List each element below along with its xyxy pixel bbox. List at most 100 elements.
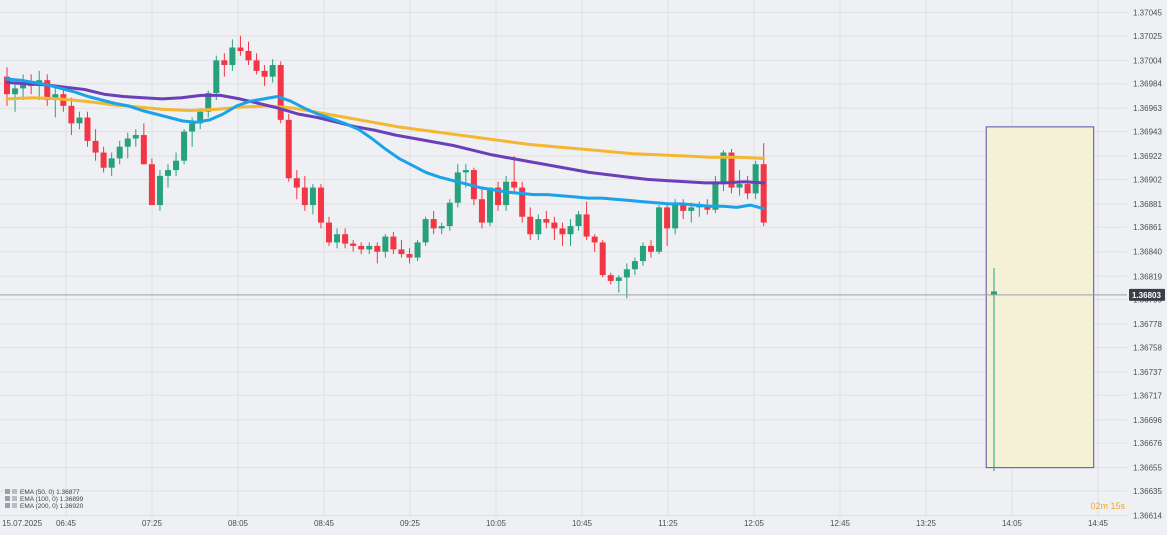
candle: [623, 263, 630, 299]
candle: [108, 152, 115, 176]
candle-body: [688, 207, 695, 211]
candle-body: [317, 187, 324, 223]
candle-body: [197, 111, 204, 124]
candle-body: [760, 164, 767, 223]
candle-body: [4, 76, 10, 95]
candle-body: [358, 245, 365, 250]
legend-item[interactable]: EMA (200, 0) 1.36920: [5, 503, 84, 510]
y-tick-label: 1.36902: [1133, 175, 1162, 184]
candle-body: [253, 60, 260, 71]
candle: [132, 129, 139, 147]
candle-body: [108, 158, 115, 168]
legend-label: EMA (50, 0) 1.36877: [20, 489, 80, 496]
candle-body: [575, 214, 582, 227]
x-axis: 15.07.2025 06:45 07:25 08:05 08:45 09:25 10:05…: [2, 519, 1109, 528]
y-tick-label: 1.36655: [1133, 464, 1162, 473]
candle-body: [261, 70, 268, 77]
candle-body: [140, 135, 147, 165]
candle-body: [664, 207, 671, 229]
candle: [374, 242, 381, 264]
candle-body: [156, 175, 163, 206]
candle: [551, 216, 558, 241]
candle: [269, 59, 276, 83]
candle-body: [92, 140, 99, 153]
candle: [446, 199, 453, 231]
candle: [148, 158, 155, 206]
candle: [559, 222, 566, 246]
y-tick-label: 1.36861: [1133, 223, 1162, 232]
candle-body: [269, 65, 276, 77]
candle-body: [680, 205, 687, 211]
candle-body: [173, 160, 180, 171]
candle-body: [366, 245, 373, 250]
candle-body: [229, 47, 236, 66]
candle-body: [720, 152, 727, 182]
x-date-label: 15.07.2025: [2, 519, 43, 528]
legend-close-icon[interactable]: [12, 489, 17, 494]
legend-close-icon[interactable]: [12, 503, 17, 508]
legend-close-icon[interactable]: [12, 496, 17, 501]
candle-body: [285, 119, 292, 179]
candle: [382, 234, 389, 258]
candle: [599, 240, 606, 278]
candle-body: [165, 170, 171, 176]
candle: [213, 55, 220, 101]
legend-item[interactable]: EMA (100, 0) 1.36899: [5, 496, 84, 503]
y-tick-label: 1.37025: [1133, 32, 1162, 41]
candle-body: [20, 82, 27, 89]
candle: [309, 184, 316, 215]
candle: [326, 216, 332, 246]
candle-body: [237, 47, 244, 52]
candle: [124, 132, 131, 159]
candle: [744, 175, 751, 200]
candle-body: [398, 249, 405, 255]
candle: [342, 228, 349, 249]
candle: [84, 111, 91, 147]
y-tick-label: 1.36963: [1133, 104, 1162, 113]
candle: [639, 242, 646, 266]
candle-body: [438, 226, 445, 229]
candle-body: [487, 187, 493, 223]
candle: [390, 231, 397, 255]
candle-body: [76, 117, 83, 124]
candle-body: [543, 219, 550, 223]
legend-toggle-icon[interactable]: [5, 496, 10, 501]
candle-body: [567, 226, 574, 235]
candle-body: [342, 234, 349, 244]
candle-body: [599, 242, 606, 276]
candle: [358, 242, 365, 255]
x-tick-label: 06:45: [56, 519, 77, 528]
candle: [76, 111, 83, 130]
candle-body: [205, 93, 212, 112]
candle-body: [116, 146, 123, 159]
y-tick-label: 1.36778: [1133, 320, 1162, 329]
candle: [140, 123, 147, 165]
candle: [567, 219, 574, 246]
candle: [591, 234, 598, 252]
legend-toggle-icon[interactable]: [5, 489, 10, 494]
candle-body: [301, 187, 308, 206]
candle: [430, 210, 437, 235]
candle-body: [213, 60, 220, 94]
legend-label: EMA (100, 0) 1.36899: [20, 496, 84, 503]
candle-body: [495, 187, 502, 206]
legend-toggle-icon[interactable]: [5, 503, 10, 508]
grid-lines: [0, 0, 1127, 517]
y-tick-label: 1.36881: [1133, 200, 1162, 209]
candle-body: [607, 275, 614, 281]
candle: [20, 74, 27, 101]
candle-body: [446, 202, 453, 227]
candle: [285, 114, 292, 182]
candle: [631, 257, 638, 276]
candle: [350, 240, 357, 252]
candle-body: [462, 170, 469, 173]
legend-item[interactable]: EMA (50, 0) 1.36877: [5, 489, 80, 496]
candle-body: [752, 164, 759, 194]
candle: [245, 41, 252, 66]
candle: [237, 35, 244, 56]
candle-body: [350, 243, 357, 246]
current-price-badge: [1129, 288, 1165, 301]
candle-body: [68, 105, 75, 124]
